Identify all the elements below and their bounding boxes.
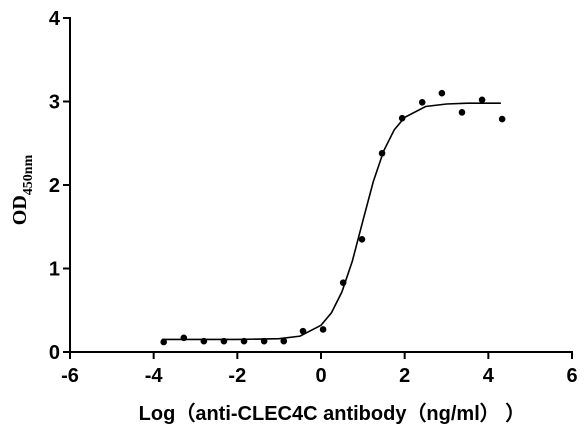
point [458,109,466,116]
y-label-main: OD [9,195,31,225]
point [478,96,486,104]
point [438,89,446,97]
point [299,327,307,335]
point [498,115,506,123]
y-tick-label: 0 [49,342,60,364]
x-tick-label: 2 [399,365,410,387]
y-tick-label: 1 [49,259,60,281]
x-tick-label: -4 [145,365,164,387]
x-axis-label: Log（anti-CLEC4C antibody（ng/ml） ） [139,402,526,425]
point [160,338,168,346]
x-tick-label: 6 [566,365,577,387]
fit-curve [162,102,501,341]
x-tick-label: -2 [228,365,246,387]
point [280,337,288,345]
y-tick-label: 3 [49,92,60,114]
point [398,114,406,122]
x-tick-label: 4 [483,365,495,387]
point [418,99,426,106]
x-tick-label: 0 [315,365,326,387]
point [319,326,327,333]
y-axis-label: OD450nm [9,154,36,225]
point [358,235,366,243]
y-tick-label: 2 [49,175,60,197]
x-tick-label: -6 [61,365,79,387]
y-label-sub: 450nm [21,154,36,195]
y-tick-label: 4 [49,8,61,30]
